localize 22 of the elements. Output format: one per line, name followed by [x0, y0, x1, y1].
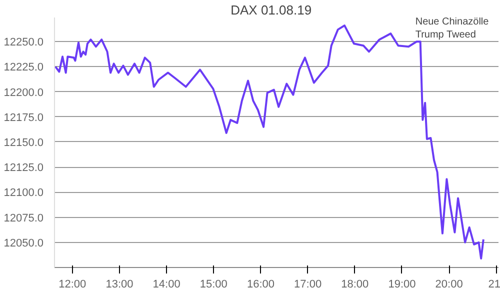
line-series — [54, 24, 484, 260]
y-tick-label: 12075.0 — [4, 212, 44, 224]
x-tick-label: 17:00 — [294, 278, 322, 290]
x-tick-label: 20:00 — [435, 278, 463, 290]
y-tick-label: 12125.0 — [4, 162, 44, 174]
y-tick-label: 12050.0 — [4, 237, 44, 250]
x-tick-label: 19:00 — [388, 278, 416, 290]
y-tick-label: 12150.0 — [4, 137, 44, 149]
y-tick-label: 12200.0 — [4, 86, 44, 99]
x-tick-label: 18:00 — [341, 278, 369, 290]
y-tick-label: 12100.0 — [4, 187, 44, 200]
annotation: Neue Chinazölle Trump Tweed — [415, 16, 490, 41]
y-tick-label: 12250.0 — [4, 36, 44, 49]
x-tick-label: 12:00 — [58, 278, 86, 290]
y-tick-label: 12175.0 — [4, 112, 44, 124]
x-tick-label: 16:00 — [246, 278, 274, 290]
x-tick-label: 13:00 — [106, 278, 134, 290]
y-tick-label: 12225.0 — [4, 62, 44, 74]
x-tick-label: 15:00 — [200, 278, 228, 290]
x-tick-label: 14:00 — [152, 278, 180, 290]
x-tick-label: 21 — [488, 278, 500, 290]
chart-title: DAX 01.08.19 — [230, 2, 312, 18]
